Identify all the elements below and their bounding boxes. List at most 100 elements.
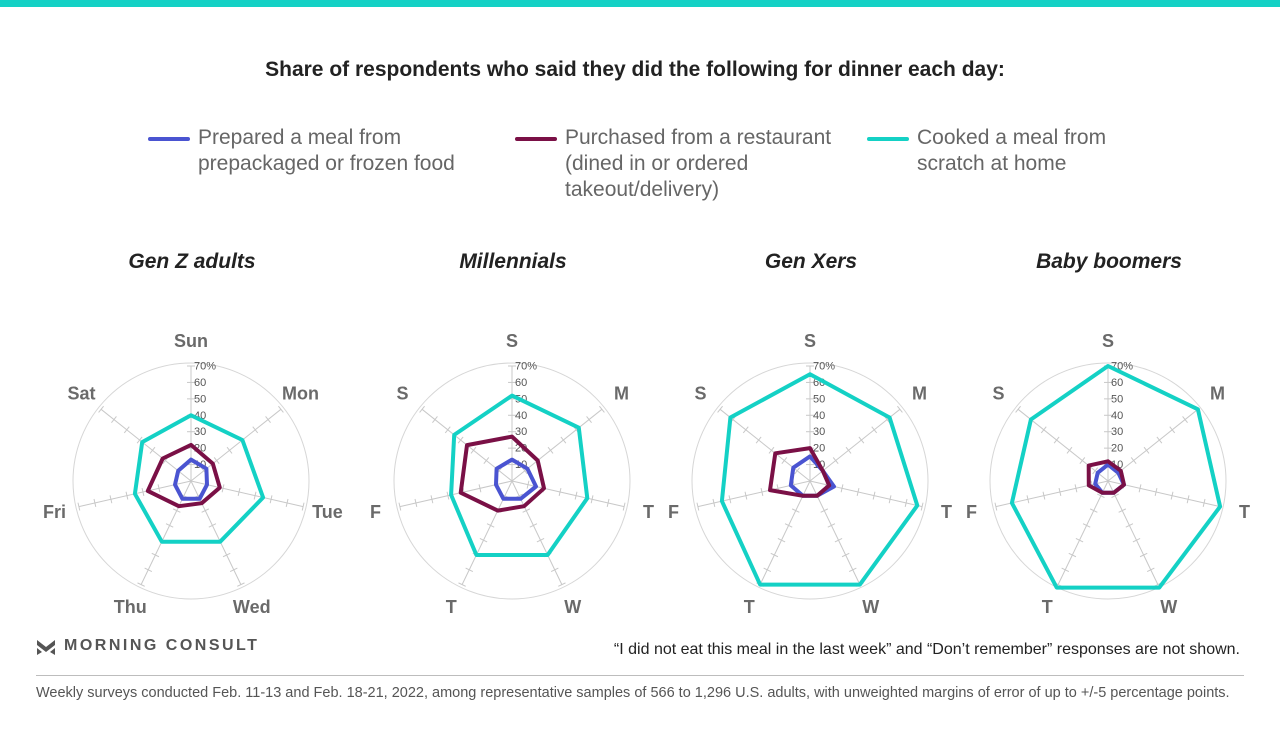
radar-tick-mark	[550, 567, 559, 572]
radar-tick-mark	[832, 457, 839, 464]
radar-tick-mark	[222, 552, 231, 558]
radar-tick-mark	[770, 552, 779, 558]
radar-tick-label: 30	[813, 426, 825, 438]
radar-tick-mark	[98, 405, 104, 413]
radar-tick-label: 50	[813, 393, 825, 405]
radar-tick-mark	[755, 436, 762, 444]
radar-tick-mark	[1026, 495, 1030, 504]
radar-tick-mark	[791, 508, 800, 513]
radar-tick-mark	[253, 491, 257, 500]
radar-tick-label: 20	[1111, 443, 1123, 455]
radar-tick-mark	[560, 436, 567, 444]
radar-tick-mark	[430, 495, 434, 504]
radar-tick-mark	[111, 416, 117, 423]
radar-tick-mark	[763, 567, 772, 572]
radar-axis-label: W	[862, 597, 879, 617]
series-prepackaged-line	[173, 457, 209, 501]
radar-tick-mark	[213, 457, 220, 464]
radar-axis-label: S	[1102, 331, 1114, 351]
radar-tick-mark	[398, 502, 402, 511]
radar-tick-mark	[141, 487, 145, 496]
radar-tick-mark	[479, 538, 488, 543]
radar-tick-mark	[547, 446, 554, 454]
series-restaurant-line	[145, 442, 222, 509]
radar-tick-mark	[1082, 523, 1091, 528]
radar-tick-mark	[742, 426, 749, 434]
radar-tick-mark	[1118, 508, 1127, 513]
radar-axis-label: M	[912, 384, 927, 404]
legend-swatch-prepackaged	[148, 137, 190, 141]
radar-axis-label: T	[643, 502, 654, 522]
radar-tick-mark	[1097, 493, 1105, 498]
radar-tick-mark	[208, 523, 217, 528]
radar-tick-mark	[871, 426, 878, 434]
radar-tick-mark	[728, 495, 732, 504]
radar-axis-label: T	[941, 502, 952, 522]
radar-tick-mark	[1182, 416, 1188, 423]
radar-axis-label: Fri	[43, 502, 66, 522]
radar-tick-mark	[172, 508, 181, 513]
radar-tick-mark	[1186, 495, 1190, 504]
series-restaurant-line	[1086, 459, 1126, 495]
series-scratch-line	[449, 393, 590, 557]
radar-tick-mark	[760, 487, 764, 496]
radar-tick-mark	[157, 484, 161, 493]
methodology-footnote: Weekly surveys conducted Feb. 11-13 and …	[36, 685, 1230, 701]
legend-swatch-restaurant	[515, 137, 557, 141]
radar-tick-label: 20	[813, 443, 825, 455]
radar-tick-mark	[872, 491, 876, 500]
radar-tick-mark	[848, 567, 857, 572]
radar-tick-mark	[888, 495, 892, 504]
series-scratch-line	[1009, 364, 1223, 590]
morning-consult-mark-icon	[37, 640, 55, 655]
radar-tick-mark	[558, 582, 566, 587]
radar-tick-label: 40	[1111, 410, 1123, 422]
series-restaurant-line	[458, 434, 546, 513]
radar-tick-mark	[226, 446, 233, 454]
radar-axis-label: M	[614, 384, 629, 404]
radar-tick-mark	[136, 436, 143, 444]
radar-tick-mark	[458, 582, 466, 587]
radar-tick-mark	[1143, 446, 1150, 454]
radar-tick-mark	[712, 498, 716, 507]
radar-tick-mark	[278, 405, 284, 413]
brand-logo: MORNING CONSULT	[36, 636, 259, 656]
radar-axis-label: Wed	[233, 597, 271, 617]
radar-tick-mark	[221, 484, 225, 493]
radar-tick-mark	[521, 467, 528, 475]
radar-spoke	[399, 480, 513, 508]
radar-tick-label: 70%	[515, 361, 537, 373]
series-restaurant-line	[768, 446, 832, 498]
radar-tick-mark	[149, 446, 156, 454]
radar-spoke	[809, 480, 861, 585]
radar-axis-label: T	[1239, 502, 1250, 522]
radar-tick-mark	[237, 487, 241, 496]
radar-axis-label: M	[1210, 384, 1225, 404]
radar-tick-mark	[920, 502, 924, 511]
radar-spoke	[100, 408, 192, 482]
radar-axis-label: S	[993, 384, 1005, 404]
radar-tick-mark	[1066, 446, 1073, 454]
radar-tick-mark	[93, 498, 97, 507]
radar-axis-label: S	[804, 331, 816, 351]
radar-tick-mark	[478, 484, 482, 493]
radar-tick-mark	[486, 523, 495, 528]
radar-tick-mark	[1074, 484, 1078, 493]
radar-tick-label: 30	[515, 426, 527, 438]
radar-tick-label: 40	[515, 410, 527, 422]
panel-title-gen-z: Gen Z adults	[128, 250, 256, 273]
radar-tick-label: 70%	[194, 361, 216, 373]
radar-tick-mark	[834, 538, 843, 543]
radar-tick-mark	[897, 405, 903, 413]
radar-tick-mark	[144, 567, 153, 572]
radar-tick-mark	[483, 457, 490, 464]
radar-tick-mark	[827, 523, 836, 528]
radar-spoke	[1017, 408, 1109, 482]
radar-spoke	[190, 480, 242, 585]
radar-axis-label: Sat	[68, 384, 96, 404]
exclusion-note: “I did not eat this meal in the last wee…	[613, 641, 1240, 658]
radar-tick-mark	[622, 502, 626, 511]
legend-label-prepackaged: Prepared a meal from prepackaged or froz…	[198, 126, 455, 175]
radar-tick-mark	[904, 498, 908, 507]
top-accent-bar	[0, 0, 1280, 7]
